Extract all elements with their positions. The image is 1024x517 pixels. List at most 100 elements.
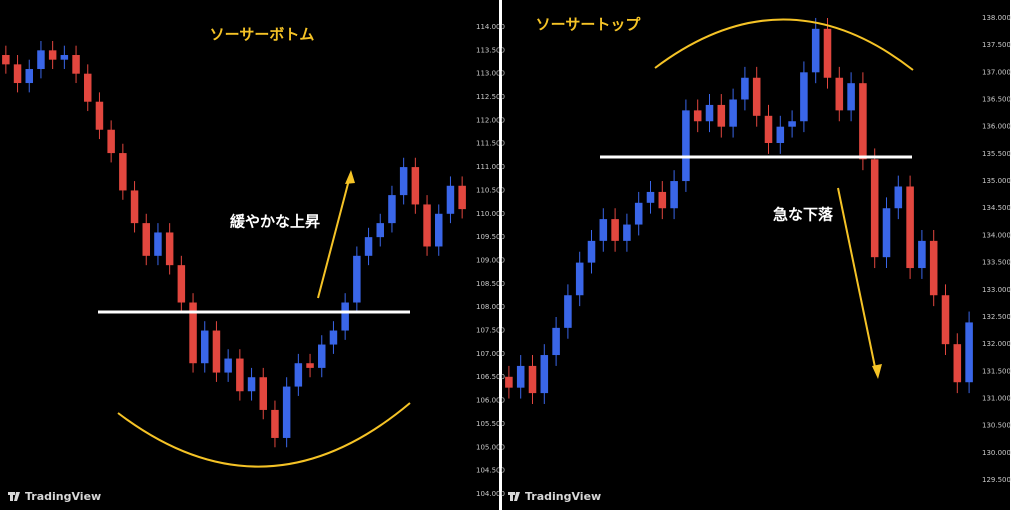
y-tick-label: 106.500 (476, 373, 505, 381)
candle-body (705, 104, 714, 122)
candle-body (177, 265, 186, 303)
y-tick-label: 105.500 (476, 420, 505, 428)
y-tick-label: 104.500 (476, 467, 505, 475)
chart-title: ソーサートップ (536, 16, 642, 34)
candle-body (165, 232, 174, 266)
y-tick-label: 130.500 (982, 422, 1011, 430)
candle-body (823, 28, 832, 78)
candle-body (918, 240, 926, 269)
y-tick-label: 107.000 (476, 350, 505, 358)
y-tick-label: 131.500 (982, 367, 1011, 375)
arrow (837, 187, 877, 373)
annotation: 急な下落 (773, 206, 834, 224)
y-tick-label: 136.000 (982, 123, 1011, 131)
candle-body (48, 50, 57, 60)
y-tick-label: 136.500 (982, 95, 1011, 103)
candle-body (611, 219, 619, 241)
candle-body (119, 153, 127, 191)
saucer-arc (117, 402, 411, 468)
y-tick-label: 113.500 (476, 46, 505, 54)
candle-body (95, 101, 104, 130)
candle-body (564, 295, 572, 328)
y-tick-label: 108.500 (476, 280, 505, 288)
candle-body (941, 295, 950, 345)
candle-body (189, 302, 197, 364)
candle-body (329, 330, 338, 345)
candle-body (894, 186, 903, 209)
candle-body (435, 213, 443, 247)
candle-body (800, 72, 808, 122)
candle-body (271, 409, 279, 438)
candle-body (306, 363, 314, 368)
candle-body (236, 358, 244, 392)
candle-body (353, 255, 361, 303)
candle-body (376, 223, 384, 238)
candle-body (965, 322, 973, 383)
candle-body (776, 126, 785, 143)
y-tick-label: 111.500 (476, 140, 505, 148)
y-tick-label: 133.500 (982, 259, 1011, 267)
candle-body (528, 365, 537, 394)
candle-body (224, 358, 232, 373)
candle-body (341, 302, 349, 331)
y-tick-label: 114.000 (476, 23, 505, 31)
y-tick-label: 138.000 (982, 14, 1011, 22)
candle-body (399, 167, 408, 196)
candle-body (247, 377, 256, 392)
candle-body (859, 83, 867, 160)
y-tick-label: 129.500 (982, 476, 1011, 484)
candle-body (788, 121, 796, 127)
candle-body (752, 77, 761, 116)
candle-body (130, 190, 139, 224)
candle-body (693, 110, 702, 122)
candle-body (154, 232, 162, 256)
candle-body (212, 330, 221, 373)
marks: 104.000 104.500 105.000 105.500 106.000 106.5… (2, 14, 1011, 503)
left-panel (0, 0, 499, 510)
candle-body (741, 77, 749, 100)
y-tick-label: 110.500 (476, 186, 505, 194)
candle-body (623, 224, 631, 241)
candle-body (13, 64, 22, 84)
candle-body (2, 55, 10, 65)
candle-body (587, 240, 596, 263)
y-tick-label: 104.000 (476, 490, 505, 498)
y-tick-label: 135.000 (982, 177, 1011, 185)
annotation: 緩やかな上昇 (230, 213, 320, 231)
candle-body (84, 73, 92, 102)
candle-body (411, 167, 420, 205)
candle-body (764, 115, 773, 143)
candle-body (25, 69, 33, 84)
candle-body (847, 83, 855, 111)
arrow (317, 175, 351, 299)
candle-body (259, 377, 267, 410)
candle-body (811, 28, 820, 73)
candle-body (423, 204, 431, 247)
candle-body (107, 129, 115, 154)
candle-body (294, 363, 303, 387)
y-tick-label: 105.000 (476, 443, 505, 451)
logo (8, 492, 20, 501)
candle-body (658, 191, 667, 209)
candle-body (388, 195, 396, 224)
candle-body (505, 376, 513, 388)
saucer-arc (654, 18, 914, 71)
candle-body (60, 55, 69, 60)
y-tick-label: 135.500 (982, 150, 1011, 158)
y-tick-label: 110.000 (476, 210, 505, 218)
candle-body (201, 330, 209, 364)
y-tick-label: 109.500 (476, 233, 505, 241)
y-tick-label: 113.000 (476, 70, 505, 78)
arrow-head (345, 170, 355, 184)
y-tick-label: 130.000 (982, 449, 1011, 457)
candle-body (835, 77, 844, 111)
candle-body (552, 327, 560, 356)
y-tick-label: 131.000 (982, 395, 1011, 403)
candle-body (682, 110, 690, 182)
candle-body (953, 344, 962, 383)
y-tick-label: 112.500 (476, 93, 505, 101)
y-tick-label: 137.000 (982, 68, 1011, 76)
watermark: TradingView (25, 490, 101, 503)
candle-body (37, 50, 45, 70)
candle-body (516, 365, 525, 388)
